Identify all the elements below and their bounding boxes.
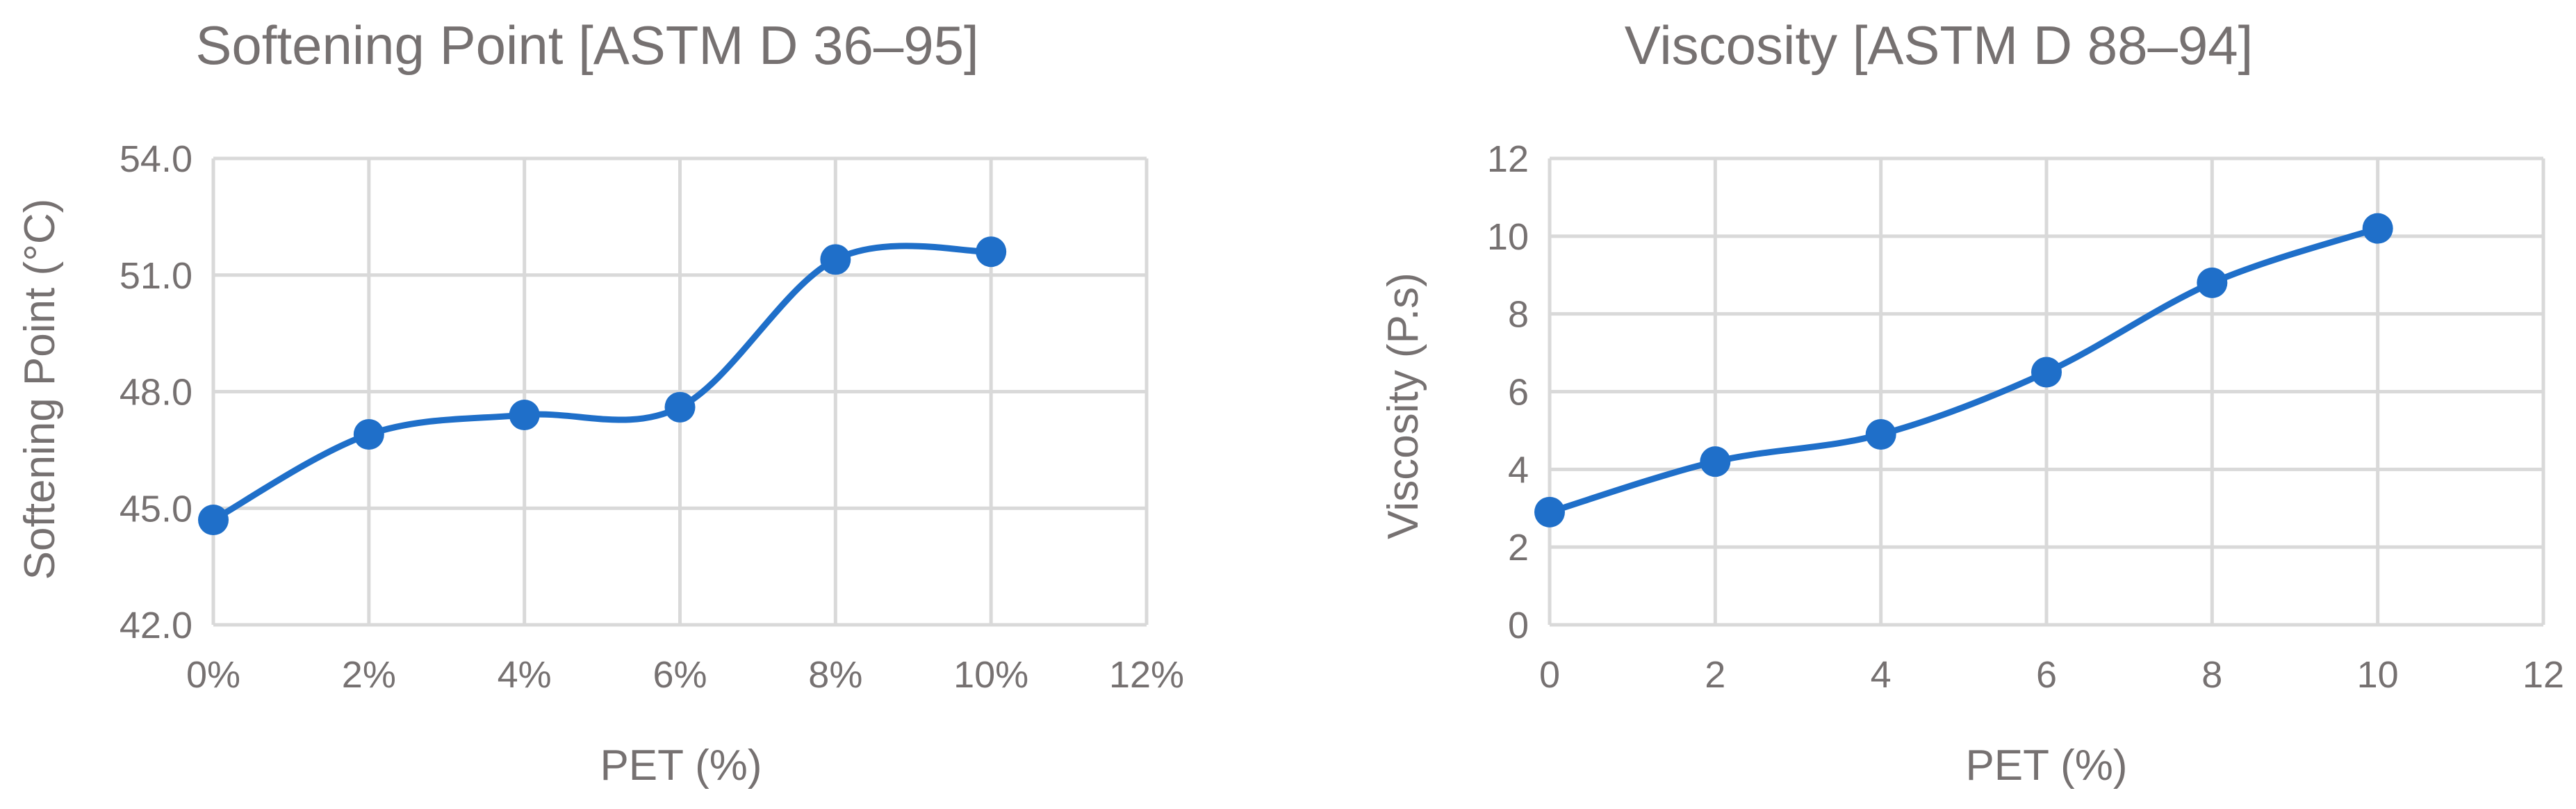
- y-tick-label: 6: [1508, 372, 1529, 414]
- gridlines: [1548, 156, 2545, 627]
- x-tick-label: 4: [1871, 654, 1892, 696]
- data-point: [1700, 446, 1731, 477]
- x-tick-label: 10%: [953, 654, 1028, 696]
- y-tick-label: 12: [1487, 138, 1529, 180]
- chart-title: Viscosity [ASTM D 88–94]: [1625, 15, 2254, 76]
- x-tick-label: 0%: [186, 654, 240, 696]
- x-tick-label: 12%: [1109, 654, 1184, 696]
- y-tick-label: 4: [1508, 449, 1529, 491]
- x-tick-label: 8: [2201, 654, 2222, 696]
- data-points: [198, 236, 1007, 536]
- data-point: [2197, 267, 2228, 298]
- x-tick-label: 6%: [653, 654, 707, 696]
- softening-point-chart: Softening Point [ASTM D 36–95] 42.045.04…: [16, 15, 1184, 790]
- x-tick-labels: 0 2 4 6 8 10 12: [1539, 654, 2564, 696]
- y-tick-label: 42.0: [120, 605, 192, 646]
- x-tick-label: 2%: [342, 654, 396, 696]
- y-axis-label: Viscosity (P.s): [1379, 272, 1427, 539]
- y-tick-label: 48.0: [120, 372, 192, 414]
- x-tick-label: 6: [2036, 654, 2057, 696]
- chart-title: Softening Point [ASTM D 36–95]: [195, 15, 978, 76]
- data-point: [1865, 419, 1896, 450]
- x-tick-label: 0: [1539, 654, 1560, 696]
- series-line: [1546, 225, 2381, 516]
- x-tick-labels: 0% 2% 4% 6% 8% 10% 12%: [186, 654, 1184, 696]
- y-tick-label: 10: [1487, 216, 1529, 258]
- y-tick-labels: 42.0 45.0 48.0 51.0 54.0: [120, 138, 192, 646]
- data-point: [509, 400, 540, 431]
- data-point: [2362, 213, 2393, 244]
- series-line: [210, 243, 994, 523]
- data-point: [976, 236, 1007, 268]
- viscosity-chart: Viscosity [ASTM D 88–94] 0 2 4 6 8 10 12 0 2 4 6 8…: [1379, 15, 2564, 790]
- x-tick-label: 12: [2522, 654, 2564, 696]
- x-tick-label: 8%: [808, 654, 862, 696]
- data-point: [664, 391, 696, 423]
- data-point: [198, 505, 229, 536]
- y-tick-label: 0: [1508, 605, 1529, 646]
- y-tick-labels: 0 2 4 6 8 10 12: [1487, 138, 1529, 646]
- y-tick-label: 54.0: [120, 138, 192, 180]
- x-tick-label: 4%: [498, 654, 552, 696]
- y-tick-label: 51.0: [120, 255, 192, 297]
- y-tick-label: 45.0: [120, 488, 192, 530]
- y-tick-label: 8: [1508, 294, 1529, 336]
- data-points: [1534, 213, 2393, 528]
- gridlines: [211, 156, 1149, 627]
- x-axis-label: PET (%): [1965, 742, 2127, 790]
- x-axis-label: PET (%): [600, 742, 762, 790]
- y-axis-label: Softening Point (°C): [16, 199, 64, 580]
- data-point: [1534, 496, 1565, 528]
- data-point: [820, 244, 851, 275]
- y-tick-label: 2: [1508, 527, 1529, 569]
- x-tick-label: 10: [2357, 654, 2399, 696]
- data-point: [2031, 357, 2062, 388]
- x-tick-label: 2: [1705, 654, 1725, 696]
- data-point: [353, 419, 384, 450]
